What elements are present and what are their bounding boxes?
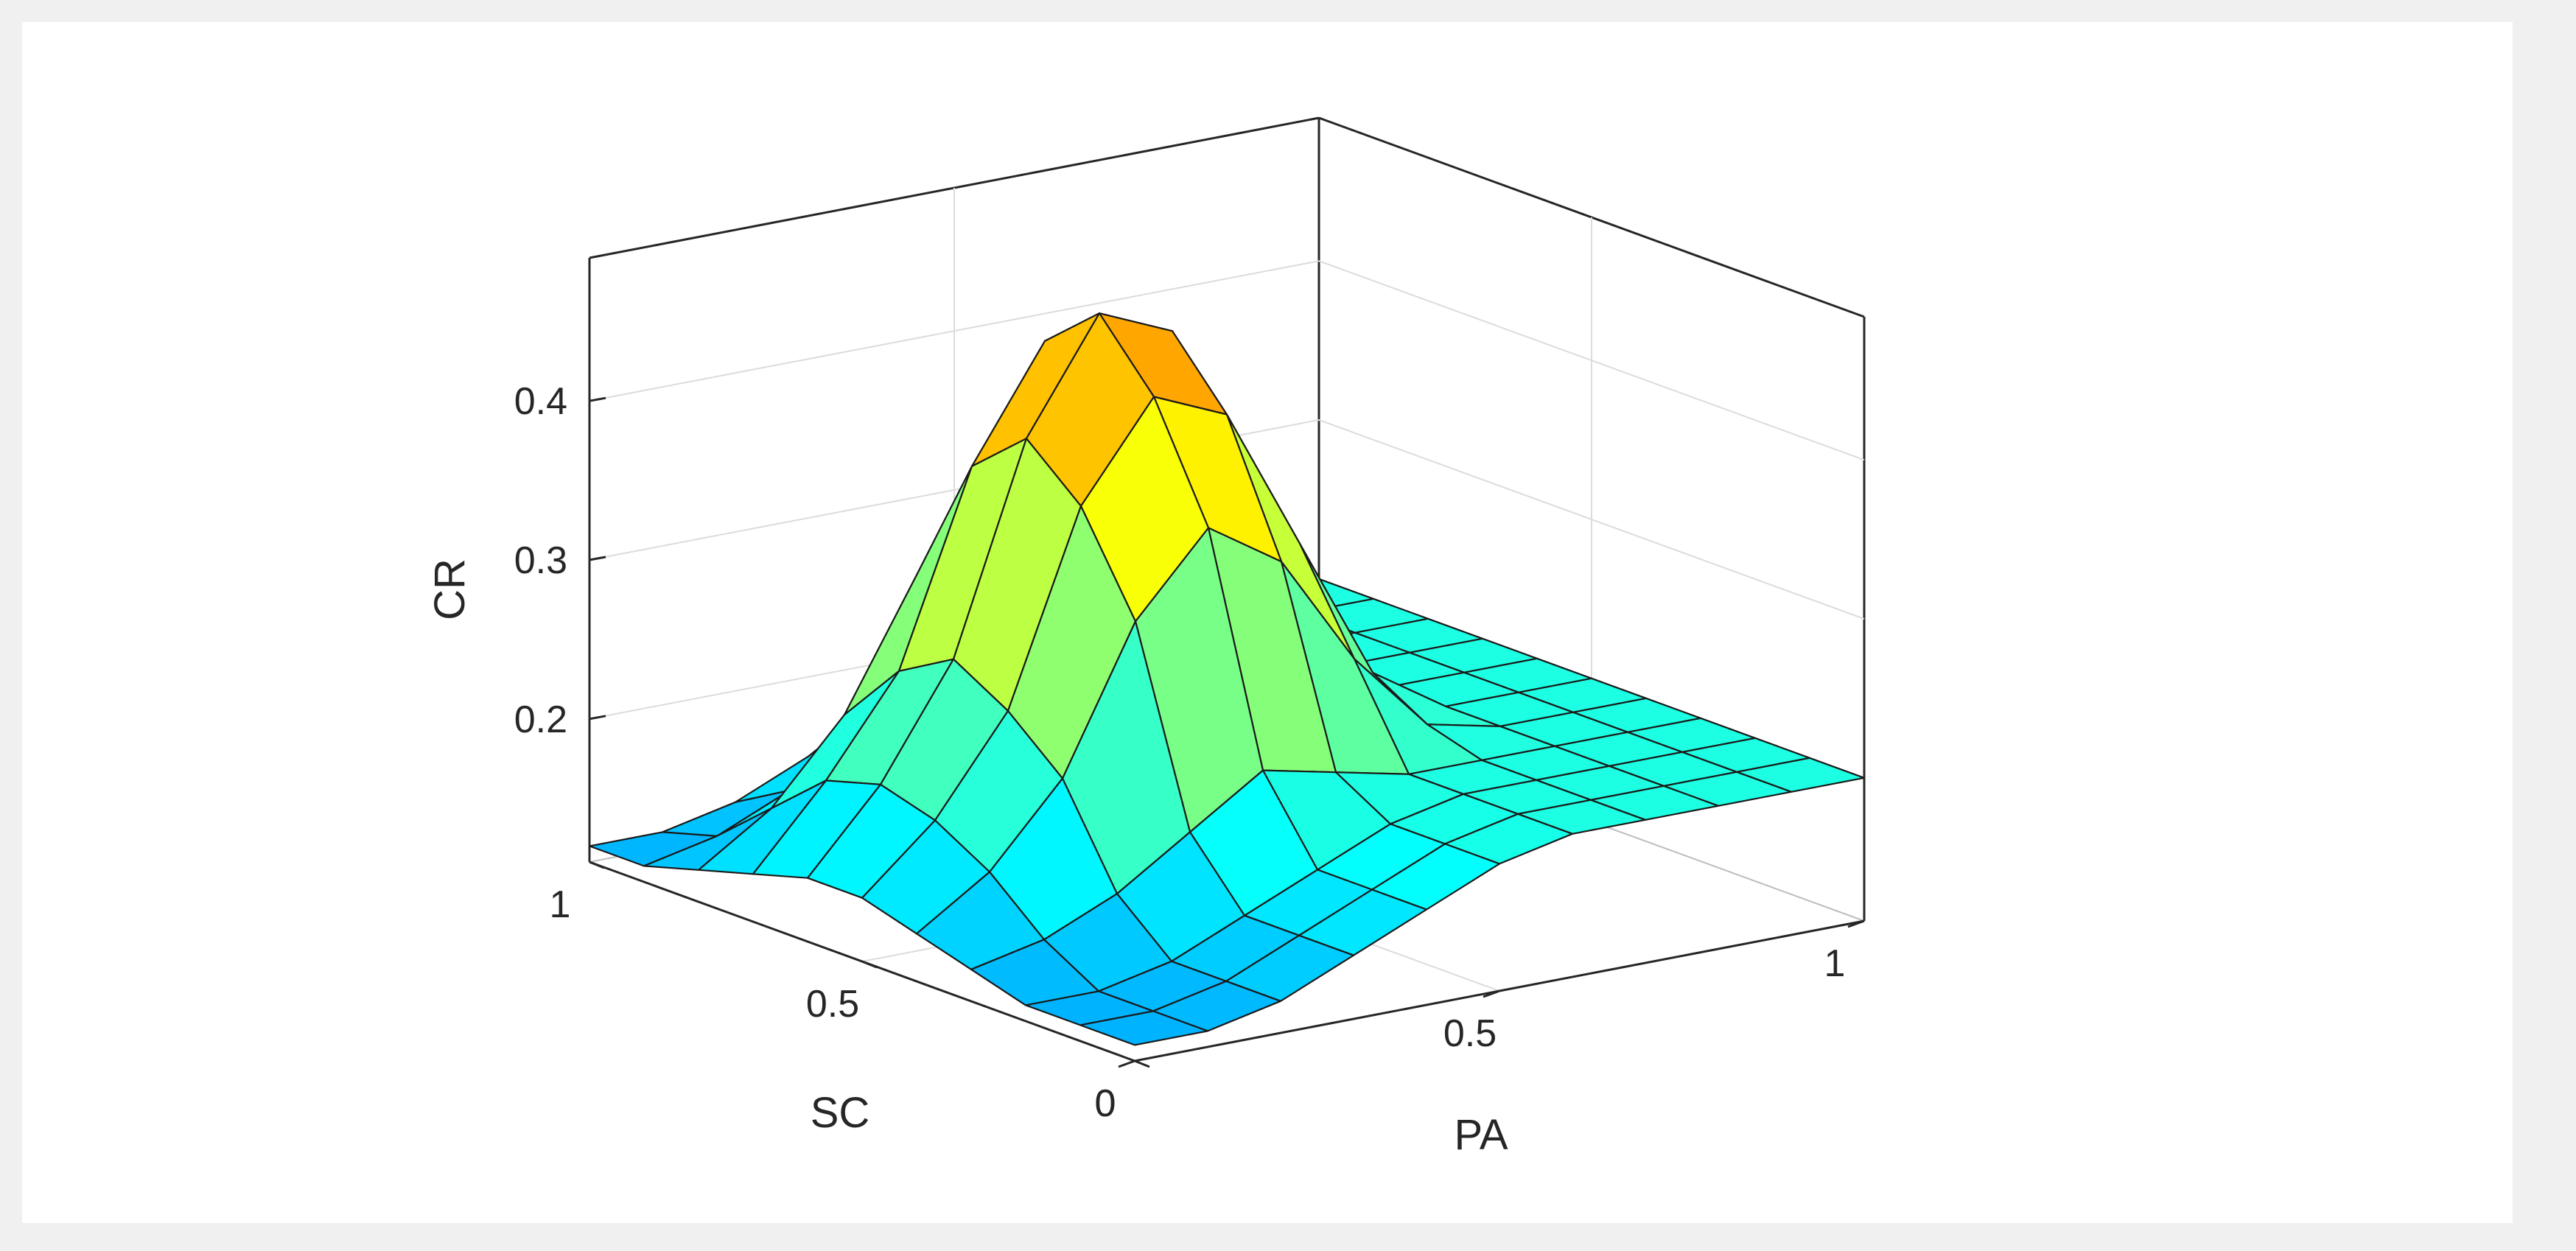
y-tick: [589, 861, 605, 869]
y-tick: [861, 960, 878, 969]
y-tick-label: 0: [1095, 1082, 1116, 1125]
y-tick: [1134, 1059, 1150, 1068]
x-tick-label: 0.5: [1443, 1012, 1497, 1055]
x-tick: [1118, 1059, 1135, 1068]
y-tick-label: 1: [550, 883, 571, 926]
x-tick-label: 0: [1095, 1082, 1116, 1125]
y-tick-label: 0.5: [806, 983, 859, 1026]
x-tick: [1847, 919, 1865, 928]
z-tick: [589, 556, 606, 561]
z-tick: [589, 396, 606, 402]
y-axis-label: SC: [811, 1089, 870, 1137]
x-tick-label: 1: [1824, 942, 1846, 985]
z-axis-label: CR: [426, 558, 474, 620]
figure-panel: 0 0.5 1 0 0.5 1 0.2 0.3 0.4 PA SC CR: [22, 22, 2513, 1223]
surface-mesh: [588, 312, 1866, 1046]
surface-patch: [1079, 1010, 1209, 1046]
z-tick-label: 0.4: [514, 380, 567, 423]
z-tick-label: 0.3: [514, 539, 567, 582]
z-tick-label: 0.2: [514, 698, 567, 741]
x-axis-label: PA: [1454, 1111, 1508, 1159]
x-tick: [1483, 989, 1500, 998]
z-tick: [589, 715, 606, 721]
